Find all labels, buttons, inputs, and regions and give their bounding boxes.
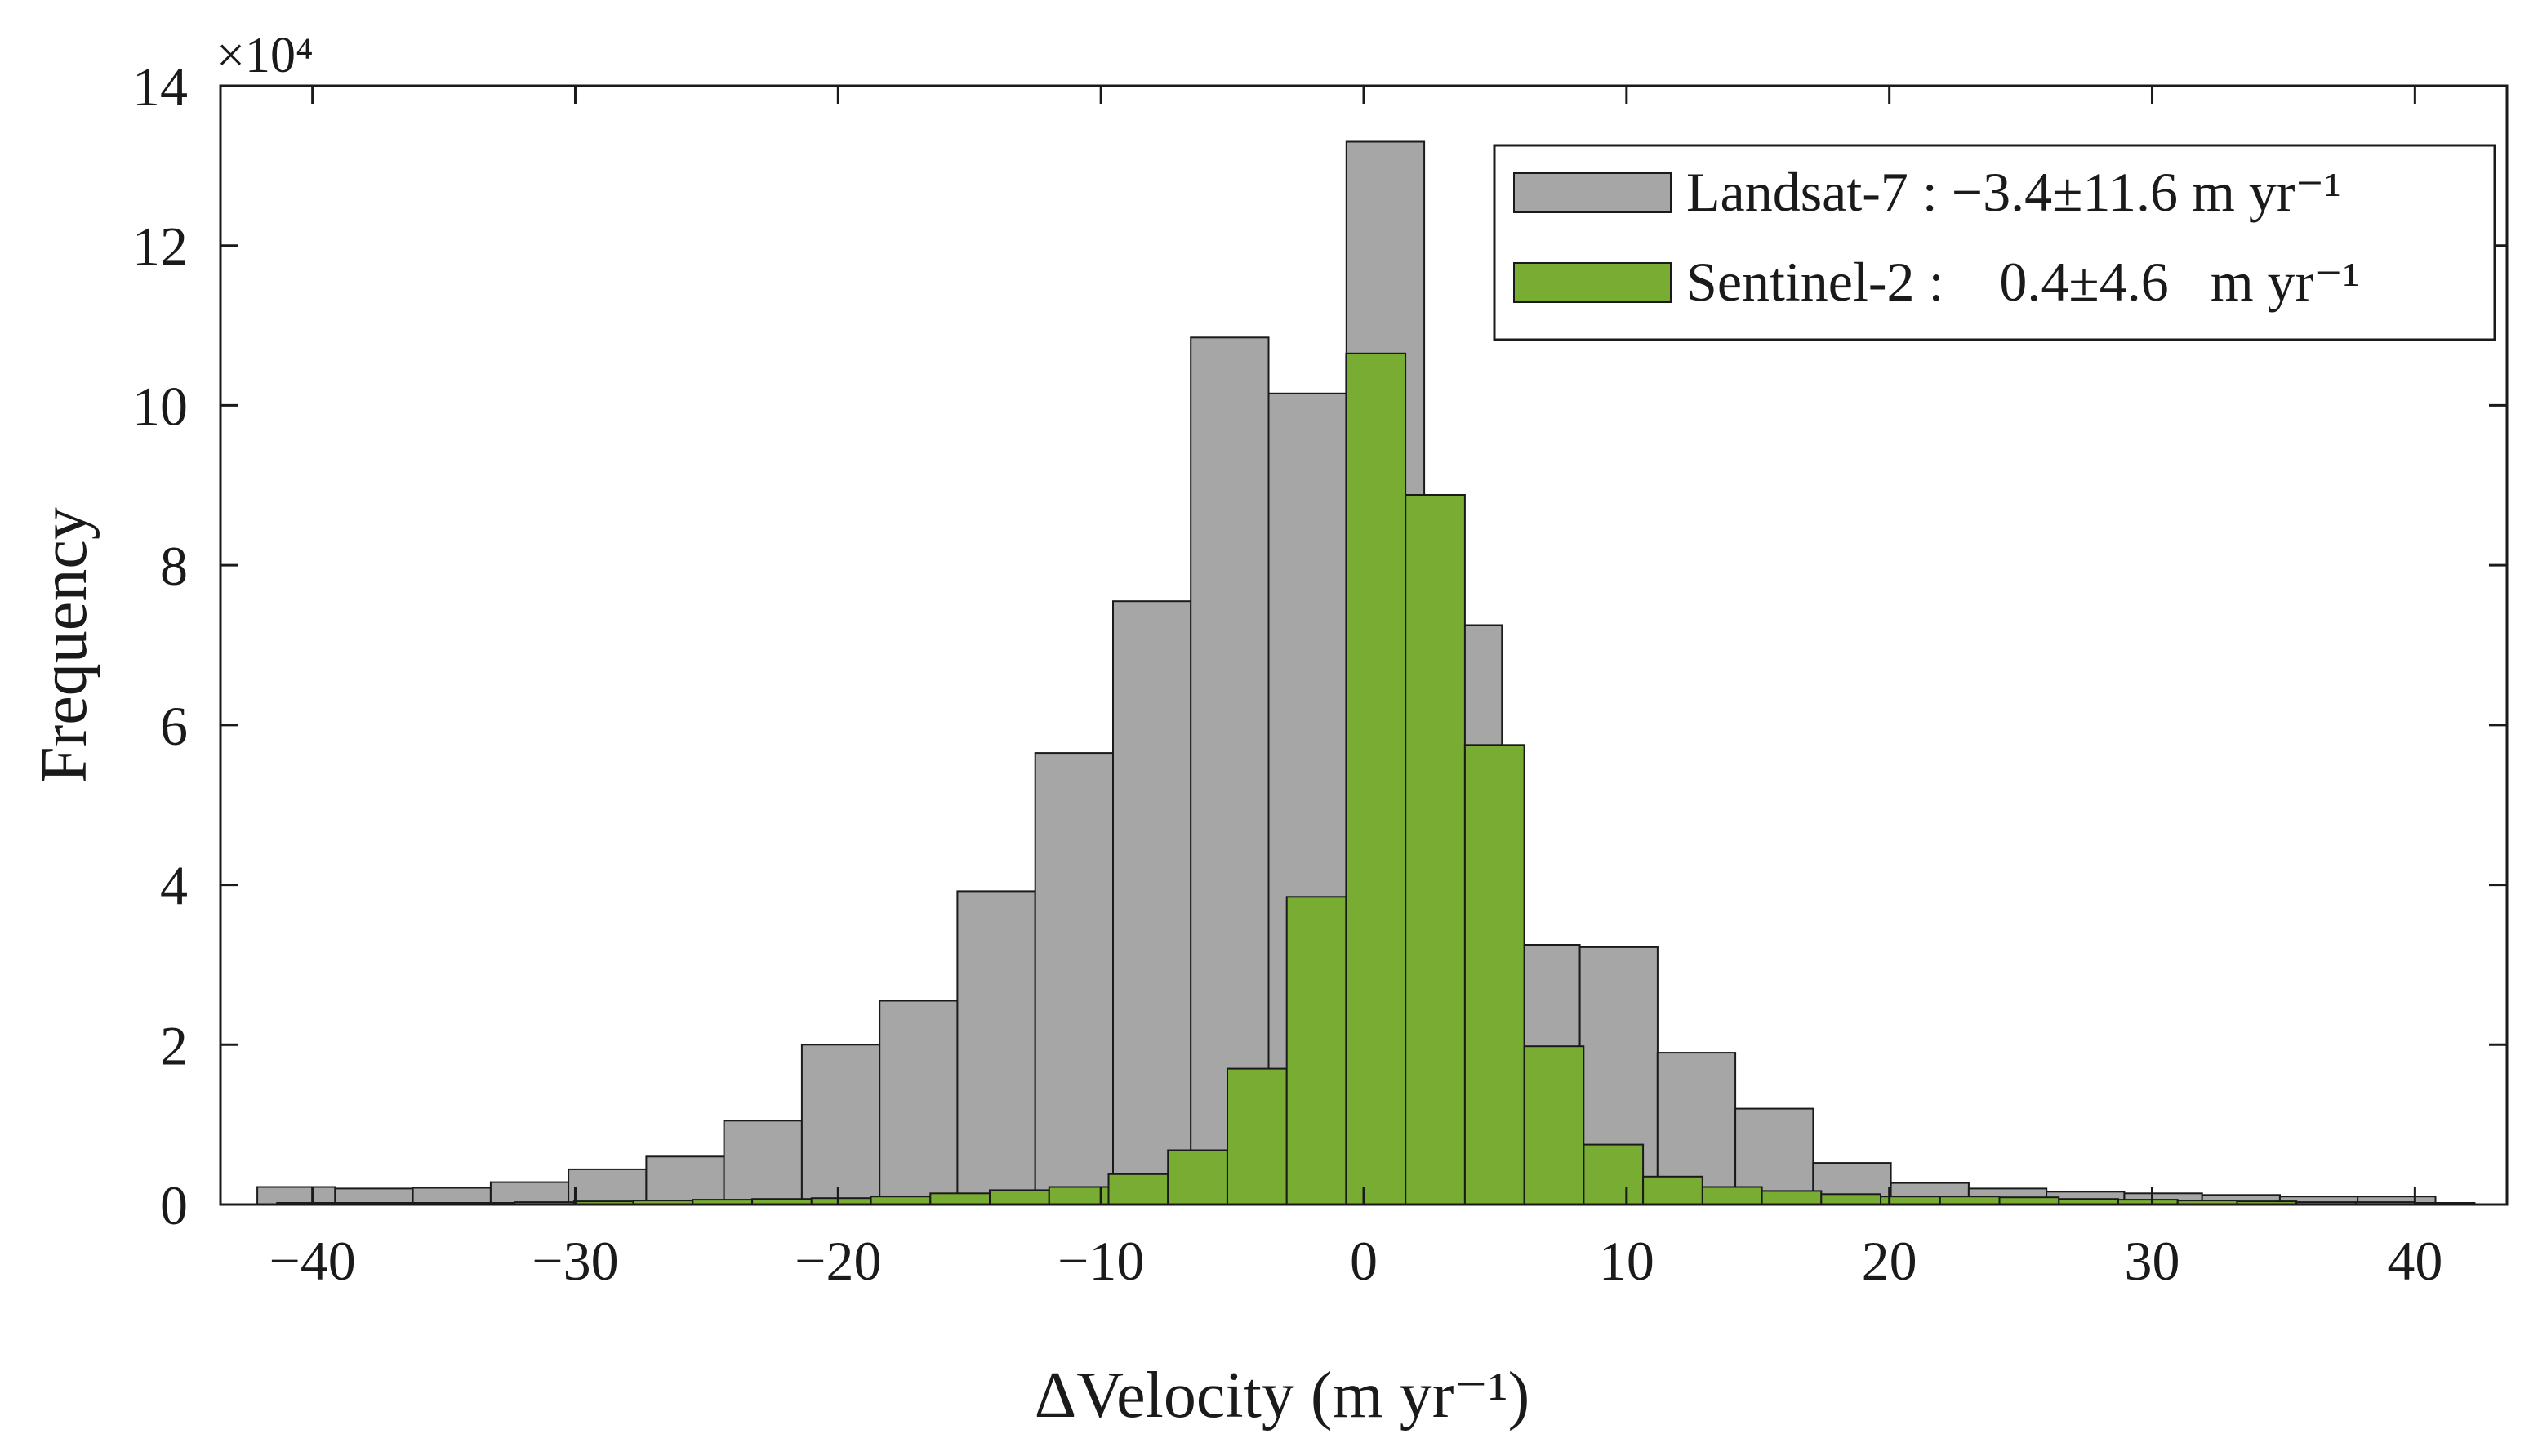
legend-label-landsat-7: Landsat-7 : −3.4±11.6 m yr⁻¹: [1686, 161, 2341, 223]
x-tick-label: −10: [1057, 1230, 1144, 1292]
landsat-7-bar: [956, 890, 1036, 1206]
x-tick-label: −20: [795, 1230, 881, 1292]
sentinel-2-bar: [1405, 494, 1466, 1205]
sentinel-2-bar: [1463, 744, 1525, 1205]
legend: Landsat-7 : −3.4±11.6 m yr⁻¹ Sentinel-2 :…: [1493, 144, 2496, 341]
landsat-7-bar: [1034, 752, 1114, 1205]
sentinel-2-bar: [929, 1192, 991, 1206]
sentinel-2-bar: [1227, 1067, 1288, 1205]
sentinel-2-bar: [1107, 1173, 1169, 1206]
sentinel-2-bar: [989, 1189, 1050, 1206]
sentinel-2-bar: [1583, 1143, 1645, 1205]
x-tick-label: −40: [269, 1230, 355, 1292]
sentinel-2-bar: [1048, 1186, 1110, 1205]
legend-swatch-sentinel-2: [1513, 262, 1672, 303]
legend-label-sentinel-2: Sentinel-2 : 0.4±4.6 m yr⁻¹: [1686, 251, 2360, 313]
landsat-7-bar: [1112, 600, 1192, 1205]
sentinel-2-bar: [1761, 1190, 1823, 1206]
y-tick-label: 8: [160, 535, 188, 597]
sentinel-2-bar: [1523, 1045, 1585, 1205]
y-tick-label: 4: [160, 855, 188, 917]
landsat-7-bar: [723, 1120, 803, 1206]
x-tick-label: 0: [1350, 1230, 1378, 1292]
landsat-7-bar: [800, 1044, 881, 1206]
y-tick-label: 14: [132, 56, 188, 118]
sentinel-2-bar: [1345, 352, 1407, 1205]
landsat-7-bar: [879, 1000, 959, 1205]
landsat-7-bar: [1190, 336, 1270, 1206]
sentinel-2-bar: [1701, 1186, 1763, 1205]
sentinel-2-bar: [1167, 1149, 1228, 1205]
sentinel-2-bar: [1285, 896, 1347, 1206]
landsat-7-bar: [645, 1155, 725, 1206]
y-tick-label: 2: [160, 1014, 188, 1076]
y-tick-label: 12: [132, 216, 188, 278]
x-tick-label: 40: [2387, 1230, 2442, 1292]
x-tick-label: 20: [1862, 1230, 1917, 1292]
sentinel-2-bar: [1642, 1175, 1703, 1206]
landsat-7-bar: [256, 1186, 336, 1205]
y-axis-title: Frequency: [29, 507, 100, 783]
landsat-7-bar: [568, 1168, 648, 1206]
y-tick-label: 6: [160, 695, 188, 757]
x-tick-label: 30: [2125, 1230, 2180, 1292]
x-axis-title: ΔVelocity (m yr⁻¹): [1035, 1360, 1529, 1432]
y-tick-label: 10: [132, 375, 188, 437]
landsat-7-bar: [489, 1181, 570, 1205]
x-tick-label: 10: [1599, 1230, 1654, 1292]
sentinel-2-bar: [1820, 1193, 1882, 1206]
landsat-7-bar: [412, 1187, 492, 1205]
x-tick-label: −30: [532, 1230, 618, 1292]
legend-swatch-landsat-7: [1513, 172, 1672, 213]
y-tick-label: 0: [160, 1174, 188, 1236]
bars-layer: [256, 140, 2476, 1206]
y-multiplier-label: ×10⁴: [216, 28, 314, 83]
